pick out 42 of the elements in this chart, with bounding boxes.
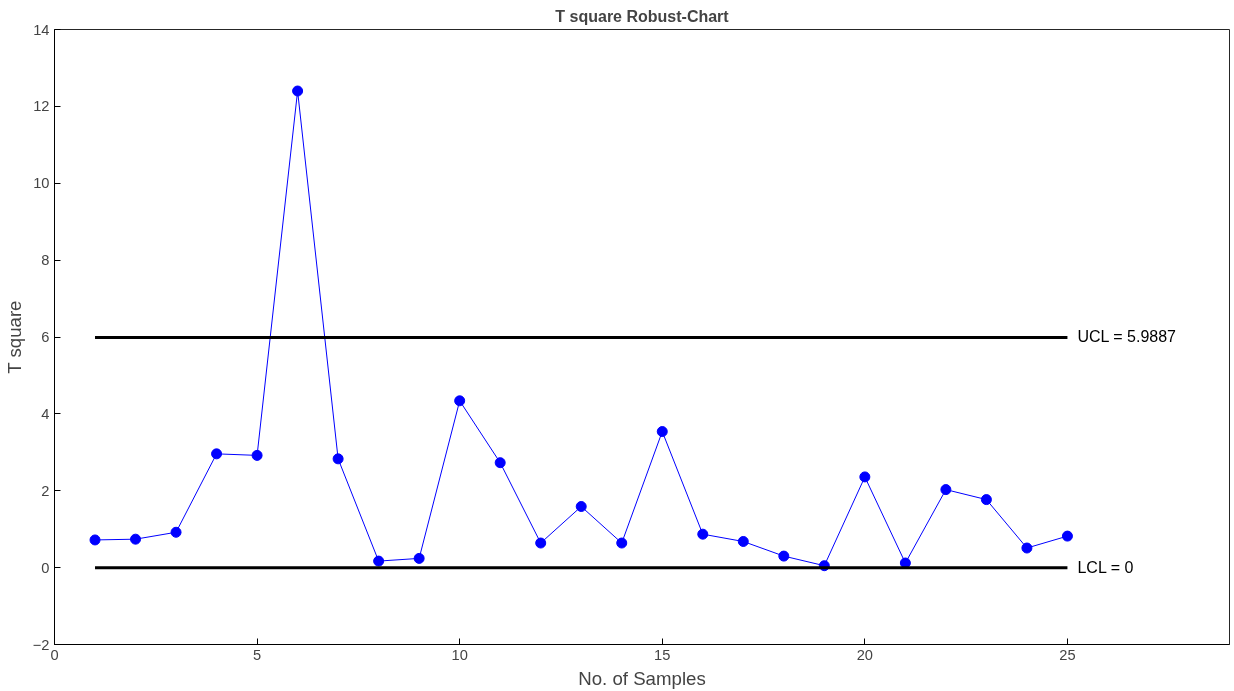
point	[535, 537, 547, 549]
y-tick-label: 2	[41, 482, 50, 499]
x-tick-label: 20	[856, 646, 874, 663]
point	[697, 528, 709, 540]
point	[89, 534, 101, 546]
point	[656, 426, 668, 438]
ref-line-label: UCL = 5.9887	[1077, 328, 1177, 346]
x-tick-label: 15	[654, 646, 671, 663]
x-tick-label: 10	[451, 646, 468, 663]
point	[130, 533, 142, 545]
x-tick-label: 25	[1059, 646, 1076, 663]
y-tick-label: 8	[41, 252, 50, 269]
y-tick-label: −2	[32, 636, 50, 653]
point	[413, 552, 425, 564]
y-tick-label: 12	[33, 98, 50, 115]
y-tick-label: 6	[41, 329, 50, 345]
point	[292, 85, 304, 97]
point	[373, 555, 385, 567]
point	[980, 494, 992, 506]
point	[332, 453, 344, 465]
y-axis-title: T square	[3, 300, 25, 374]
point	[1021, 542, 1033, 554]
point	[616, 537, 628, 549]
point	[940, 484, 952, 496]
point	[575, 501, 587, 512]
y-tick-label: 10	[33, 175, 50, 192]
x-tick-label: 5	[253, 646, 262, 663]
point	[454, 395, 466, 407]
point	[170, 526, 182, 538]
y-tick-label: 14	[33, 21, 50, 38]
ref-line-label: LCL = 0	[1077, 558, 1134, 576]
point	[251, 449, 263, 461]
chart-title: T square Robust-Chart	[555, 7, 730, 25]
point	[737, 536, 749, 547]
point	[859, 471, 871, 483]
x-axis-title: No. of Samples	[578, 667, 706, 689]
point	[778, 550, 790, 562]
point	[494, 457, 506, 469]
point	[211, 448, 223, 460]
y-tick-label: 4	[41, 405, 50, 422]
point	[1061, 530, 1073, 542]
y-tick-label: 0	[41, 559, 50, 576]
